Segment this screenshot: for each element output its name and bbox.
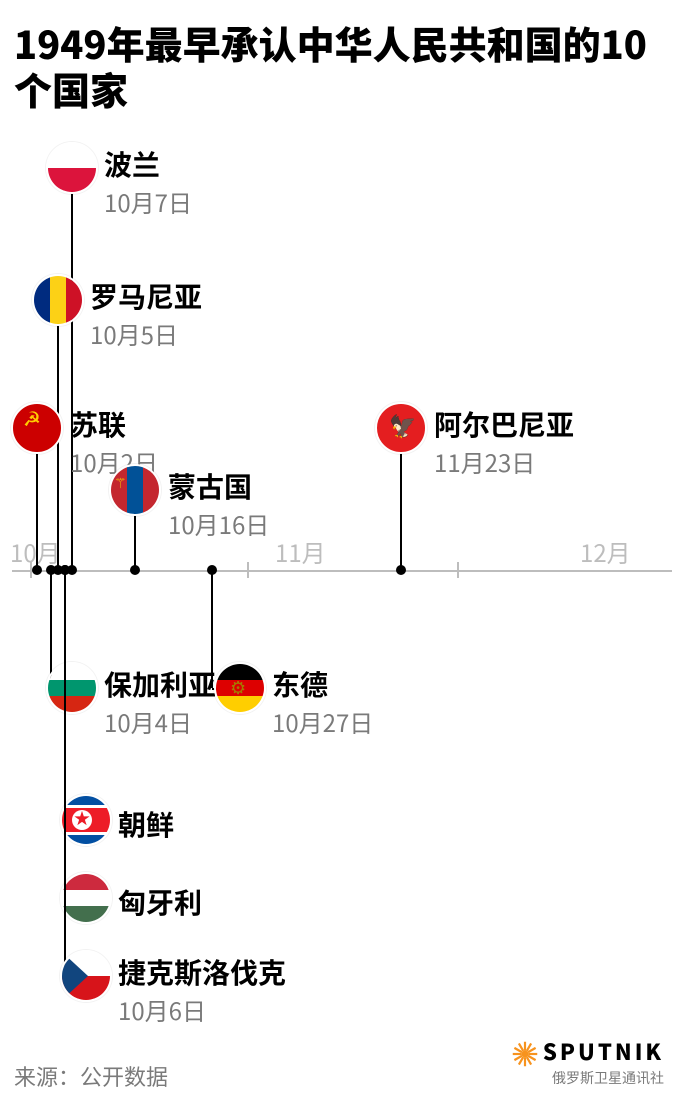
flag-romania-icon bbox=[32, 274, 84, 326]
entry-name: 阿尔巴尼亚 bbox=[434, 404, 574, 444]
timeline-stem bbox=[64, 570, 66, 976]
flag-poland-icon bbox=[46, 142, 98, 194]
month-label: 11月 bbox=[275, 534, 326, 569]
entry-romania: 罗马尼亚10月5日 bbox=[90, 276, 202, 351]
entry-bulgaria: 保加利亚10月4日 bbox=[104, 664, 216, 739]
entry-name: 捷克斯洛伐克 bbox=[118, 952, 286, 992]
entry-hungary: 匈牙利 bbox=[118, 882, 202, 922]
entry-mongolia: 蒙古国10月16日 bbox=[168, 466, 269, 541]
entry-date: 10月4日 bbox=[104, 704, 216, 739]
entry-name: 蒙古国 bbox=[168, 466, 269, 506]
flag-gdr-icon: ⚙ bbox=[214, 662, 266, 714]
logo-brand: SPUTNIK bbox=[511, 1035, 664, 1068]
entry-date: 10月5日 bbox=[90, 316, 202, 351]
month-tick bbox=[247, 562, 249, 578]
flag-czech-icon bbox=[60, 950, 112, 1002]
entry-date: 10月27日 bbox=[272, 704, 373, 739]
entry-name: 波兰 bbox=[104, 144, 192, 184]
entry-dprk: 朝鲜 bbox=[118, 804, 174, 844]
logo-burst-icon bbox=[511, 1040, 539, 1068]
entry-name: 保加利亚 bbox=[104, 664, 216, 704]
entry-name: 匈牙利 bbox=[118, 882, 202, 922]
entry-date: 10月6日 bbox=[118, 992, 286, 1027]
logo-brand-text: SPUTNIK bbox=[543, 1035, 664, 1067]
entry-name: 苏联 bbox=[70, 404, 158, 444]
infographic-canvas: 1949年最早承认中华人民共和国的10个国家10月11月12月波兰10月7日罗马… bbox=[0, 0, 680, 1108]
timeline-axis bbox=[12, 570, 672, 572]
entry-date: 10月7日 bbox=[104, 184, 192, 219]
flag-ussr-icon: ☭ bbox=[11, 402, 63, 454]
entry-date: 10月16日 bbox=[168, 506, 269, 541]
logo-subtitle: 俄罗斯卫星通讯社 bbox=[511, 1068, 664, 1088]
sputnik-logo: SPUTNIK俄罗斯卫星通讯社 bbox=[511, 1035, 664, 1088]
entry-name: 朝鲜 bbox=[118, 804, 174, 844]
entry-name: 罗马尼亚 bbox=[90, 276, 202, 316]
entry-poland: 波兰10月7日 bbox=[104, 144, 192, 219]
entry-date: 11月23日 bbox=[434, 444, 574, 479]
timeline-stem bbox=[211, 570, 213, 688]
timeline-stem bbox=[71, 168, 73, 570]
entry-albania: 阿尔巴尼亚11月23日 bbox=[434, 404, 574, 479]
entry-name: 东德 bbox=[272, 664, 373, 704]
month-label: 12月 bbox=[580, 534, 631, 569]
flag-mongolia-icon: ⚚ bbox=[109, 464, 161, 516]
flag-albania-icon: 🦅 bbox=[375, 402, 427, 454]
flag-hungary-icon bbox=[60, 872, 112, 924]
source-text: 来源：公开数据 bbox=[14, 1060, 168, 1092]
entry-czech: 捷克斯洛伐克10月6日 bbox=[118, 952, 286, 1027]
entry-gdr: 东德10月27日 bbox=[272, 664, 373, 739]
flag-dprk-icon: ★ bbox=[60, 794, 112, 846]
page-title: 1949年最早承认中华人民共和国的10个国家 bbox=[14, 20, 666, 111]
month-tick bbox=[457, 562, 459, 578]
flag-bulgaria-icon bbox=[46, 662, 98, 714]
